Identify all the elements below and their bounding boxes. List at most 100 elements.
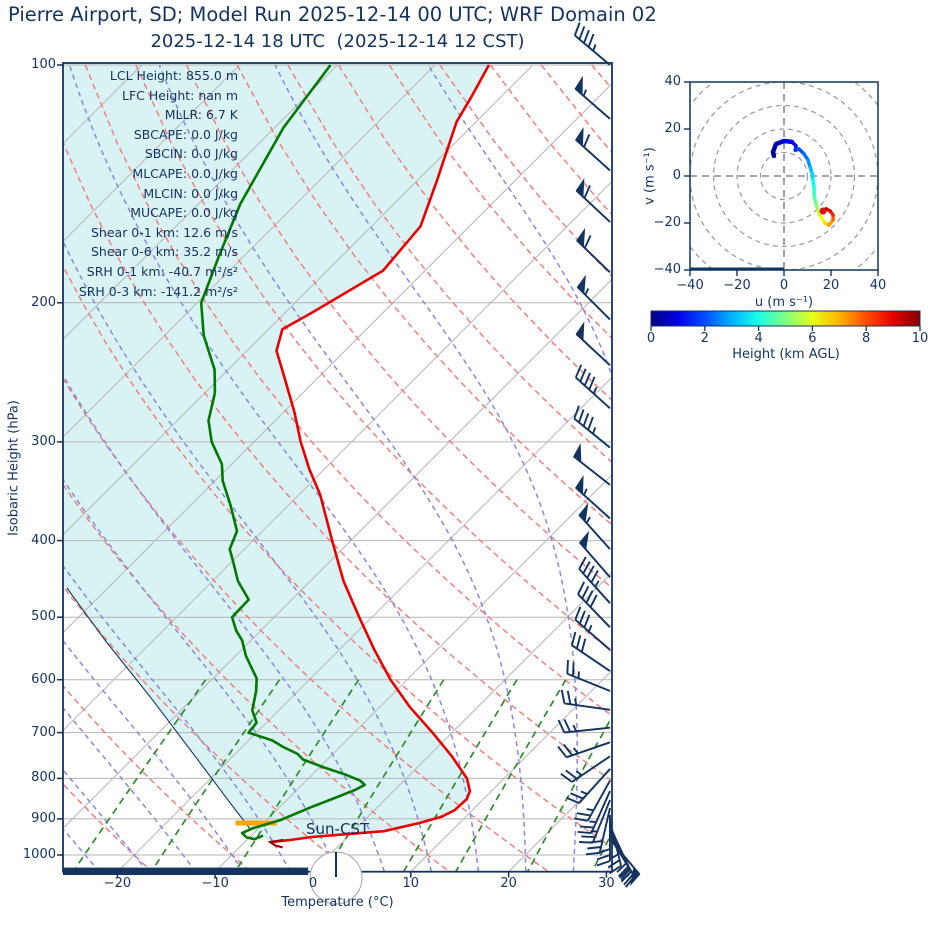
pressure-tick-label: 1000 bbox=[22, 847, 56, 862]
hodograph-u-tick-label: 20 bbox=[822, 278, 840, 293]
hodograph-v-tick-label: 0 bbox=[672, 168, 681, 183]
barb-staff bbox=[574, 87, 611, 120]
temperature-tick-label: 30 bbox=[598, 876, 615, 891]
dewpoint-curve bbox=[199, 64, 366, 841]
barb-staff bbox=[573, 22, 611, 66]
mixing-ratio-line bbox=[150, 679, 281, 872]
dry-adiabat-line bbox=[185, 64, 612, 589]
sounding-stats-box: LCL Height: 855.0 m LFC Height: nan m MLLR… bbox=[20, 66, 238, 301]
wind-barb bbox=[573, 780, 611, 822]
wind-barb bbox=[570, 631, 611, 672]
temperature-axis-label: Temperature (°C) bbox=[281, 895, 394, 910]
stat-line: Shear 0-1 km: 12.6 m/s bbox=[90, 224, 238, 240]
hodograph-u-tick-label: 0 bbox=[779, 278, 789, 293]
dry-adiabat-line bbox=[287, 64, 612, 464]
stat-line: MLLR: 6.7 K bbox=[164, 107, 238, 123]
wind-barb bbox=[576, 274, 611, 321]
barb-staff bbox=[566, 660, 611, 692]
hodograph-background bbox=[690, 82, 878, 270]
moist-adiabat-line bbox=[274, 64, 579, 872]
wind-barb bbox=[573, 443, 611, 486]
dry-adiabat-line bbox=[84, 64, 612, 717]
isotherm-line bbox=[214, 474, 612, 872]
barb-staff bbox=[577, 790, 611, 835]
cin-shading bbox=[63, 63, 489, 843]
stat-line: SRH 0-1 km: -40.7 m²/s² bbox=[86, 263, 238, 279]
moist-adiabat-line bbox=[63, 639, 244, 872]
pressure-tick-label: 900 bbox=[31, 810, 56, 826]
barb-staff bbox=[560, 755, 611, 783]
dry-adiabat-line bbox=[63, 684, 252, 872]
colorbar-tick-label: 2 bbox=[700, 331, 709, 346]
isotherm-line bbox=[63, 64, 534, 536]
wind-barb bbox=[577, 581, 611, 628]
wind-barb bbox=[557, 741, 611, 759]
stat-line: Shear 0-6 km: 35.2 m/s bbox=[90, 244, 238, 260]
moist-adiabat-line bbox=[63, 768, 149, 872]
pressure-tick-label: 300 bbox=[31, 433, 56, 449]
hodograph-range-ring bbox=[736, 128, 832, 224]
dry-adiabat-line bbox=[236, 64, 612, 526]
wind-barb bbox=[574, 606, 611, 651]
temperature-tick-label: −20 bbox=[103, 876, 132, 891]
stat-line: SRH 0-3 km: -141.2 m²/s² bbox=[78, 283, 238, 299]
dry-adiabat-line bbox=[63, 264, 612, 849]
mixing-ratio-line bbox=[72, 679, 207, 872]
dry-adiabat-line bbox=[489, 64, 612, 216]
wind-barb bbox=[575, 177, 611, 223]
pressure-axis-label: Isobaric Height (hPa) bbox=[6, 400, 22, 536]
stat-line: MUCAPE: 0.0 J/kg bbox=[130, 205, 238, 221]
barb-staff bbox=[574, 606, 611, 651]
wind-barb bbox=[578, 556, 611, 604]
dry-adiabat-line bbox=[63, 585, 351, 872]
temperature-tail-curve bbox=[267, 838, 284, 849]
dry-adiabat-line bbox=[63, 782, 153, 872]
moist-adiabat-line bbox=[63, 478, 339, 872]
wind-barb bbox=[609, 838, 641, 886]
below-ground-bar bbox=[63, 867, 309, 875]
page-title: Pierre Airport, SD; Model Run 2025-12-14… bbox=[8, 3, 657, 26]
wind-barb bbox=[557, 719, 611, 734]
moist-adiabat-line bbox=[63, 373, 386, 872]
hodograph-range-ring bbox=[759, 151, 809, 201]
parcel-profile-line bbox=[66, 587, 252, 831]
barb-staff bbox=[557, 719, 611, 734]
pressure-tick-label: 100 bbox=[31, 57, 56, 72]
wind-barb bbox=[578, 503, 611, 550]
isotherm-line bbox=[312, 571, 612, 872]
mixing-ratio-line bbox=[455, 679, 567, 872]
barb-staff bbox=[575, 134, 611, 172]
moist-adiabat-line bbox=[0, 65, 2, 872]
hodograph-v-tick-label: −40 bbox=[653, 262, 681, 277]
wind-barb bbox=[585, 807, 611, 856]
barb-staff bbox=[579, 541, 611, 578]
wind-barb bbox=[575, 474, 611, 520]
stat-line: LCL Height: 855.0 m bbox=[109, 68, 238, 83]
stat-line: MLCAPE: 0.0 J/kg bbox=[132, 165, 238, 181]
colorbar-tick-label: 4 bbox=[754, 331, 763, 346]
barb-staff bbox=[573, 405, 611, 449]
pressure-tick-label: 200 bbox=[31, 294, 56, 310]
skewt-profiles bbox=[66, 64, 491, 849]
isotherm-line bbox=[63, 82, 612, 634]
temperature-tick-label: 20 bbox=[500, 876, 517, 891]
barb-staff bbox=[575, 185, 611, 223]
barb-staff bbox=[577, 581, 611, 628]
hodograph-u-axis-label: u (m s⁻¹) bbox=[754, 295, 814, 310]
colorbar-tick-label: 6 bbox=[808, 331, 817, 346]
isotherm-line bbox=[63, 64, 338, 341]
hodograph-u-tick-label: −40 bbox=[676, 278, 704, 293]
isotherm-line bbox=[63, 278, 612, 830]
mixing-ratio-line bbox=[526, 715, 612, 872]
mixing-ratio-line bbox=[402, 679, 518, 872]
pressure-tick-label: 500 bbox=[31, 609, 56, 625]
barb-staff bbox=[557, 741, 611, 759]
skewt-background bbox=[0, 63, 612, 872]
wind-barb bbox=[576, 227, 611, 274]
dry-adiabat-line bbox=[135, 64, 612, 653]
temperature-tick-label: 0 bbox=[308, 876, 318, 891]
barb-staff bbox=[585, 807, 611, 856]
wind-barb bbox=[566, 660, 611, 692]
barb-staff bbox=[578, 514, 611, 550]
